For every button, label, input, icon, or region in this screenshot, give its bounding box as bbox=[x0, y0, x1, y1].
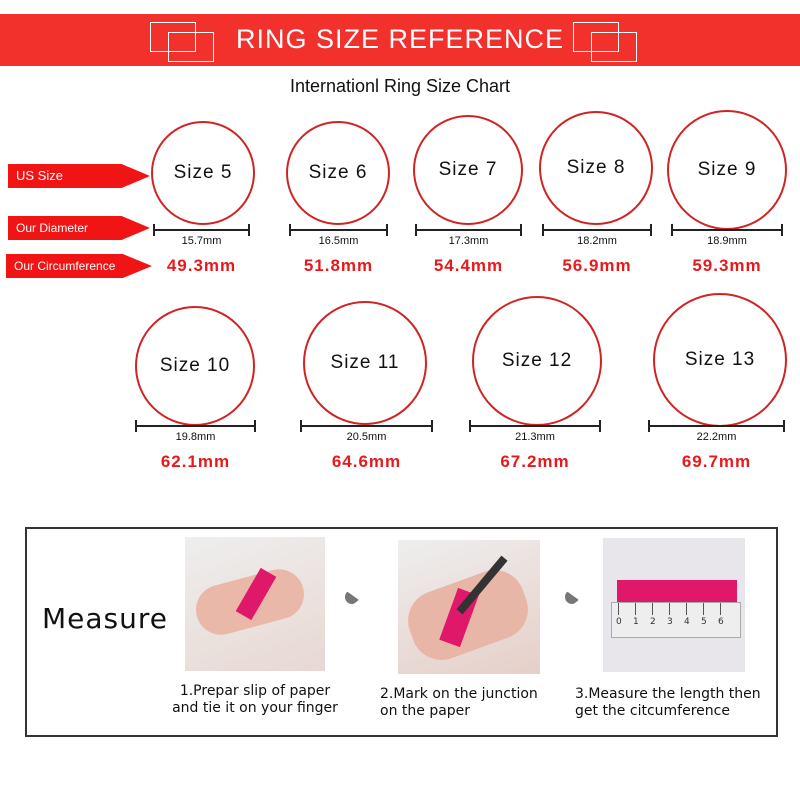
diameter-value: 21.3mm bbox=[515, 431, 555, 443]
ring-size-label: Size 11 bbox=[330, 352, 400, 373]
ruler-tick-label: 0 bbox=[616, 617, 622, 627]
ring-size-2: Size 7 bbox=[413, 115, 523, 225]
circumference-value: 56.9mm bbox=[562, 256, 632, 275]
diameter-value: 17.3mm bbox=[448, 235, 489, 247]
decor-square bbox=[168, 32, 214, 62]
circumference-value: 67.2mm bbox=[500, 452, 570, 471]
circumference-value: 62.1mm bbox=[160, 452, 231, 471]
ruler-tick-label: 4 bbox=[684, 617, 690, 627]
ruler-tick-label: 5 bbox=[701, 617, 707, 627]
ruler-tick bbox=[618, 603, 619, 615]
diameter-bar bbox=[300, 420, 433, 432]
step2-photo bbox=[398, 540, 540, 674]
diameter-value: 18.2mm bbox=[577, 235, 617, 247]
diameter-bar bbox=[153, 224, 250, 236]
step1-line2: and tie it on your finger bbox=[172, 700, 338, 716]
header-title: RING SIZE REFERENCE bbox=[235, 24, 565, 54]
ruler: 0 1 2 3 4 5 6 bbox=[611, 602, 741, 638]
ring-size-8: Size 13 bbox=[653, 293, 787, 427]
ruler-tick-label: 3 bbox=[667, 617, 673, 627]
circumference-value: 51.8mm bbox=[303, 256, 374, 275]
decor-square bbox=[573, 22, 619, 52]
label-circumference: Our Circumference bbox=[6, 254, 152, 278]
step3-caption: 3.Measure the length then get the citcumf… bbox=[575, 686, 785, 720]
arrow-right-icon bbox=[345, 590, 359, 610]
step1-photo bbox=[185, 537, 325, 671]
ring-size-3: Size 8 bbox=[539, 111, 653, 225]
measure-panel bbox=[25, 527, 778, 737]
ring-size-0: Size 5 bbox=[151, 121, 255, 225]
ruler-tick bbox=[669, 603, 670, 615]
ring-size-label: Size 6 bbox=[308, 162, 368, 183]
label-us-size: US Size bbox=[8, 164, 150, 188]
ring-size-label: Size 7 bbox=[438, 159, 498, 180]
diameter-bar bbox=[289, 224, 388, 236]
ruler-tick bbox=[686, 603, 687, 615]
diameter-value: 15.7mm bbox=[181, 235, 222, 247]
step2-line2: on the paper bbox=[380, 703, 471, 719]
ring-size-label: Size 13 bbox=[684, 349, 756, 370]
diameter-value: 19.8mm bbox=[175, 431, 216, 443]
step3-photo: 0 1 2 3 4 5 6 bbox=[603, 538, 745, 672]
diameter-bar bbox=[671, 224, 783, 236]
arrow-right-icon bbox=[565, 590, 579, 610]
step1-caption: 1.Prepar slip of paper and tie it on your… bbox=[160, 683, 350, 717]
ruler-tick bbox=[635, 603, 636, 615]
diameter-value: 16.5mm bbox=[318, 235, 359, 247]
ruler-tick-label: 1 bbox=[633, 617, 639, 627]
circumference-value: 64.6mm bbox=[331, 452, 402, 471]
ruler-tick-label: 6 bbox=[718, 617, 724, 627]
circumference-value: 49.3mm bbox=[166, 256, 237, 275]
ring-size-label: Size 12 bbox=[501, 350, 573, 371]
diameter-value: 18.9mm bbox=[707, 235, 747, 247]
diameter-value: 20.5mm bbox=[346, 431, 387, 443]
ruler-tick-label: 2 bbox=[650, 617, 656, 627]
step2-caption: 2.Mark on the junction on the paper bbox=[380, 686, 570, 720]
ring-size-4: Size 9 bbox=[667, 110, 787, 230]
circumference-value: 69.7mm bbox=[681, 452, 752, 471]
diameter-bar bbox=[135, 420, 256, 432]
chart-subtitle: Internationl Ring Size Chart bbox=[289, 76, 511, 96]
circumference-value: 54.4mm bbox=[433, 256, 504, 275]
ring-size-label: Size 8 bbox=[566, 157, 626, 178]
step2-line1: 2.Mark on the junction bbox=[380, 686, 538, 702]
diameter-value: 22.2mm bbox=[696, 431, 737, 443]
diameter-bar bbox=[542, 224, 652, 236]
diameter-bar bbox=[415, 224, 522, 236]
ring-size-label: Size 5 bbox=[173, 162, 233, 183]
ring-size-7: Size 12 bbox=[472, 296, 602, 426]
ruler-tick bbox=[720, 603, 721, 615]
diameter-bar bbox=[648, 420, 785, 432]
step3-line2: get the citcumference bbox=[575, 703, 730, 719]
ring-size-6: Size 11 bbox=[303, 301, 427, 425]
circumference-value: 59.3mm bbox=[692, 256, 762, 275]
step1-line1: 1.Prepar slip of paper bbox=[179, 683, 331, 699]
diameter-bar bbox=[469, 420, 601, 432]
ring-size-label: Size 10 bbox=[159, 355, 231, 376]
ring-size-label: Size 9 bbox=[697, 159, 757, 180]
ruler-tick bbox=[652, 603, 653, 615]
ring-size-5: Size 10 bbox=[135, 306, 255, 426]
ring-size-1: Size 6 bbox=[286, 121, 390, 225]
decor-square bbox=[591, 32, 637, 62]
step3-line1: 3.Measure the length then bbox=[575, 686, 761, 702]
paper-strip bbox=[617, 580, 737, 602]
measure-title: Measure bbox=[42, 602, 168, 635]
ruler-tick bbox=[703, 603, 704, 615]
header-banner: RING SIZE REFERENCE bbox=[0, 14, 800, 66]
decor-square bbox=[150, 22, 196, 52]
label-diameter: Our Diameter bbox=[8, 216, 150, 240]
